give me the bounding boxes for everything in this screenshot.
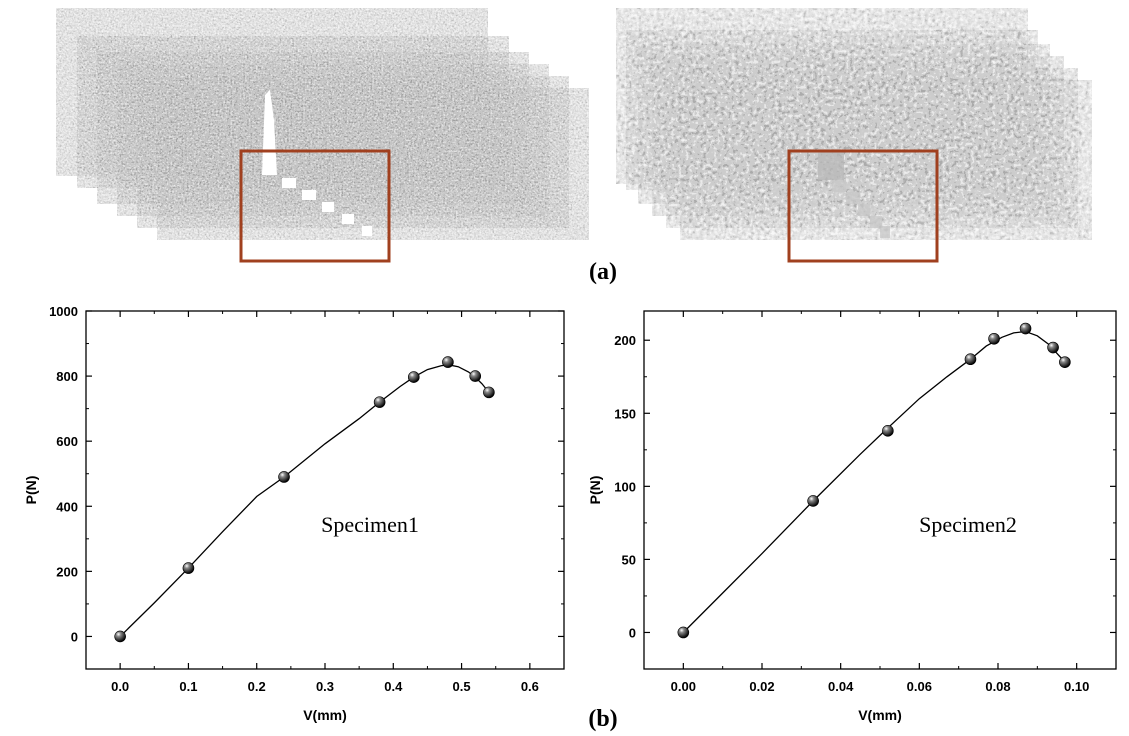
- y-tick-label: 50: [622, 552, 636, 567]
- x-axis-label: V(mm): [303, 707, 347, 723]
- y-tick-label: 0: [71, 629, 78, 644]
- y-axis-label: P(N): [587, 476, 603, 505]
- x-tick-label: 0.08: [985, 679, 1010, 694]
- y-tick-label: 0: [629, 625, 636, 640]
- data-point: [1019, 322, 1032, 335]
- data-point: [483, 386, 495, 399]
- x-tick-label: 0.02: [749, 679, 774, 694]
- specimen-annotation: Specimen2: [919, 512, 1017, 537]
- plot-frame: [643, 310, 1117, 670]
- x-tick-label: 0.1: [179, 679, 197, 694]
- crack-notch-left: [262, 90, 372, 236]
- crack-notch-right: [818, 150, 890, 238]
- chart-specimen2: 0.00 0.02 0.04 0.06 0.08 0.10 0 50 100 150 200 V(mm…: [587, 310, 1117, 723]
- x-tick-label: 0.04: [828, 679, 854, 694]
- x-tick-label: 0.2: [248, 679, 266, 694]
- y-tick-label: 600: [56, 434, 78, 449]
- x-tick-label: 0.10: [1064, 679, 1089, 694]
- highlight-box-left: [239, 149, 391, 263]
- data-point: [988, 332, 1000, 345]
- data-point: [964, 353, 977, 366]
- speckle-image-stack-left: [56, 8, 589, 263]
- data-point: [114, 630, 126, 643]
- x-tick-label: 0.0: [111, 679, 129, 694]
- x-tick-label: 0.00: [671, 679, 696, 694]
- x-tick-label: 0.5: [453, 679, 471, 694]
- data-point: [407, 371, 420, 383]
- y-tick-label: 150: [614, 406, 636, 421]
- x-axis-label: V(mm): [858, 707, 902, 723]
- highlight-box-right: [787, 149, 939, 263]
- x-tick-label: 0.6: [521, 679, 539, 694]
- data-point: [677, 626, 690, 639]
- data-point: [442, 356, 454, 368]
- data-point: [1059, 356, 1071, 368]
- fit-curve: [682, 330, 1066, 633]
- y-tick-label: 200: [56, 564, 78, 579]
- data-point: [807, 495, 819, 507]
- specimen-annotation: Specimen1: [321, 512, 419, 537]
- speckle-image-stack-right: [616, 8, 1092, 263]
- y-tick-label: 100: [614, 479, 636, 494]
- x-tick-label: 0.3: [316, 679, 334, 694]
- data-point: [278, 471, 290, 483]
- data-point: [882, 425, 894, 437]
- panel-label-a: (a): [589, 259, 617, 285]
- stack-layers-left: [56, 8, 589, 240]
- x-tick-label: 0.06: [907, 679, 932, 694]
- x-tick-label: 0.4: [384, 679, 403, 694]
- y-axis-label: P(N): [23, 476, 39, 505]
- y-tick-label: 800: [56, 369, 78, 384]
- panel-label-b: (b): [588, 706, 617, 732]
- data-point: [373, 396, 386, 408]
- y-tick-label: 1000: [49, 304, 78, 319]
- plot-frame: [85, 310, 565, 670]
- data-point: [1047, 341, 1059, 354]
- y-tick-label: 400: [56, 499, 78, 514]
- stack-layers-right: [616, 8, 1092, 240]
- data-point: [469, 370, 482, 382]
- fit-curve: [119, 364, 490, 637]
- chart-specimen1: 0.0 0.1 0.2 0.3 0.4 0.5 0.6 0 200 400 600 800 1000 V(…: [23, 304, 565, 723]
- y-tick-label: 200: [614, 333, 636, 348]
- data-point: [182, 562, 195, 574]
